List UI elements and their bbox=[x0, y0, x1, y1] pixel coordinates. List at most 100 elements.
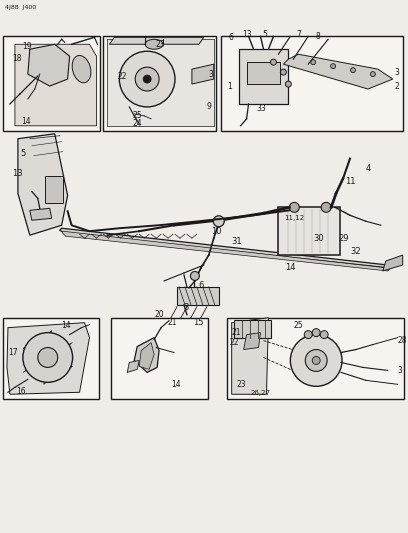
Circle shape bbox=[320, 330, 328, 338]
Polygon shape bbox=[232, 318, 268, 394]
Circle shape bbox=[119, 51, 175, 107]
Polygon shape bbox=[28, 44, 70, 86]
Circle shape bbox=[304, 330, 312, 338]
Text: 26,27: 26,27 bbox=[251, 390, 271, 396]
Text: 5: 5 bbox=[262, 30, 267, 39]
Bar bbox=[227, 318, 404, 399]
Circle shape bbox=[370, 71, 375, 77]
Circle shape bbox=[305, 350, 327, 372]
Text: 9: 9 bbox=[207, 102, 212, 111]
Bar bbox=[45, 175, 63, 204]
Text: 2: 2 bbox=[395, 82, 399, 91]
Text: 25: 25 bbox=[132, 111, 142, 120]
Polygon shape bbox=[44, 330, 52, 360]
Text: 13: 13 bbox=[242, 30, 251, 39]
Bar bbox=[177, 287, 219, 305]
Polygon shape bbox=[30, 208, 52, 220]
Text: 18: 18 bbox=[12, 54, 22, 63]
Polygon shape bbox=[15, 44, 96, 126]
Circle shape bbox=[321, 203, 331, 212]
Text: 19: 19 bbox=[22, 42, 31, 51]
Text: 33: 33 bbox=[257, 104, 266, 114]
Text: 1: 1 bbox=[227, 82, 231, 91]
Text: 15: 15 bbox=[193, 318, 204, 327]
Text: 29: 29 bbox=[338, 233, 348, 243]
Text: 3: 3 bbox=[398, 366, 403, 375]
Polygon shape bbox=[45, 354, 72, 373]
Circle shape bbox=[271, 59, 276, 65]
Text: 24: 24 bbox=[132, 119, 142, 128]
Text: 3: 3 bbox=[395, 68, 399, 77]
Bar bbox=[234, 320, 271, 337]
Text: 6: 6 bbox=[228, 33, 233, 42]
Polygon shape bbox=[284, 54, 393, 89]
Circle shape bbox=[312, 329, 320, 337]
Text: 3: 3 bbox=[183, 303, 188, 312]
Polygon shape bbox=[45, 343, 72, 360]
Text: 31: 31 bbox=[231, 237, 242, 246]
Text: 17: 17 bbox=[8, 348, 18, 357]
Text: 28: 28 bbox=[398, 336, 407, 345]
Text: 14: 14 bbox=[62, 321, 71, 330]
Polygon shape bbox=[383, 255, 403, 271]
Circle shape bbox=[311, 60, 316, 64]
Bar bbox=[3, 36, 100, 131]
Text: 13: 13 bbox=[12, 169, 22, 178]
Text: 20: 20 bbox=[154, 310, 164, 319]
Ellipse shape bbox=[145, 39, 163, 49]
Circle shape bbox=[38, 348, 58, 367]
Text: 32: 32 bbox=[350, 247, 361, 256]
Polygon shape bbox=[127, 360, 139, 373]
Circle shape bbox=[23, 333, 73, 382]
Text: 22: 22 bbox=[118, 71, 127, 80]
Text: 11,12: 11,12 bbox=[284, 215, 304, 221]
Polygon shape bbox=[18, 134, 68, 235]
Circle shape bbox=[143, 75, 151, 83]
Bar bbox=[278, 207, 340, 255]
Text: 14: 14 bbox=[285, 263, 296, 272]
Text: 30: 30 bbox=[313, 233, 324, 243]
Text: 6: 6 bbox=[199, 281, 204, 290]
Text: 21: 21 bbox=[231, 328, 241, 337]
Text: 16: 16 bbox=[16, 387, 26, 396]
Bar bbox=[246, 62, 280, 84]
Ellipse shape bbox=[72, 55, 91, 83]
Text: 4J88  J400: 4J88 J400 bbox=[5, 5, 36, 11]
Circle shape bbox=[330, 63, 336, 69]
Text: 23: 23 bbox=[237, 380, 246, 389]
Circle shape bbox=[135, 67, 159, 91]
Polygon shape bbox=[23, 343, 51, 360]
Circle shape bbox=[191, 271, 200, 280]
Text: 3: 3 bbox=[209, 70, 214, 78]
Polygon shape bbox=[244, 333, 261, 350]
Text: 7: 7 bbox=[296, 30, 301, 39]
Polygon shape bbox=[107, 39, 214, 126]
Text: 21: 21 bbox=[167, 318, 177, 327]
Bar bbox=[111, 318, 208, 399]
Polygon shape bbox=[109, 37, 204, 44]
Polygon shape bbox=[139, 343, 154, 369]
Circle shape bbox=[280, 69, 286, 75]
Polygon shape bbox=[192, 64, 214, 84]
Bar bbox=[103, 36, 216, 131]
Circle shape bbox=[312, 357, 320, 365]
Polygon shape bbox=[7, 322, 89, 394]
Text: 11: 11 bbox=[345, 177, 355, 186]
Text: 8: 8 bbox=[316, 32, 321, 41]
Text: 22: 22 bbox=[229, 338, 239, 347]
Bar bbox=[3, 318, 100, 399]
Circle shape bbox=[290, 335, 342, 386]
Text: 5: 5 bbox=[20, 149, 25, 158]
Circle shape bbox=[350, 68, 355, 72]
Polygon shape bbox=[60, 228, 395, 268]
Text: 23: 23 bbox=[155, 40, 165, 49]
Circle shape bbox=[285, 81, 291, 87]
Bar bbox=[221, 36, 403, 131]
Circle shape bbox=[213, 216, 224, 227]
Polygon shape bbox=[134, 337, 159, 373]
Text: 10: 10 bbox=[211, 227, 222, 236]
Bar bbox=[239, 49, 288, 104]
Circle shape bbox=[289, 203, 299, 212]
Text: 14: 14 bbox=[171, 380, 181, 389]
Polygon shape bbox=[44, 354, 52, 384]
